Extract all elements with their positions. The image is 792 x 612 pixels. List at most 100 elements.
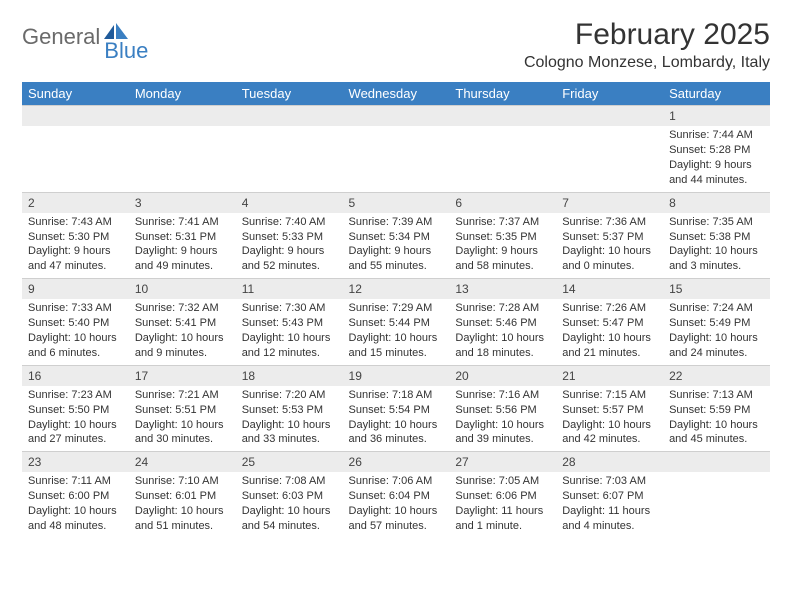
daylight-line1: Daylight: 10 hours [349, 331, 444, 346]
daylight-line1: Daylight: 10 hours [242, 504, 337, 519]
day-body: Sunrise: 7:15 AMSunset: 5:57 PMDaylight:… [556, 386, 663, 451]
daylight-line1: Daylight: 10 hours [349, 504, 444, 519]
day-number: 3 [129, 192, 236, 213]
day-number: 15 [663, 278, 770, 299]
calendar-week-row: 9Sunrise: 7:33 AMSunset: 5:40 PMDaylight… [22, 278, 770, 365]
day-body: Sunrise: 7:13 AMSunset: 5:59 PMDaylight:… [663, 386, 770, 451]
daylight-line2: and 0 minutes. [562, 259, 657, 274]
daylight-line2: and 49 minutes. [135, 259, 230, 274]
sunset-text: Sunset: 5:54 PM [349, 403, 444, 418]
day-body: Sunrise: 7:28 AMSunset: 5:46 PMDaylight:… [449, 299, 556, 364]
day-number: 20 [449, 365, 556, 386]
sunset-text: Sunset: 5:46 PM [455, 316, 550, 331]
sunrise-text: Sunrise: 7:39 AM [349, 215, 444, 230]
day-body: Sunrise: 7:26 AMSunset: 5:47 PMDaylight:… [556, 299, 663, 364]
sunrise-text: Sunrise: 7:44 AM [669, 128, 764, 143]
day-body: Sunrise: 7:11 AMSunset: 6:00 PMDaylight:… [22, 472, 129, 537]
sunset-text: Sunset: 5:53 PM [242, 403, 337, 418]
daylight-line2: and 57 minutes. [349, 519, 444, 534]
daylight-line1: Daylight: 11 hours [455, 504, 550, 519]
sunrise-text: Sunrise: 7:06 AM [349, 474, 444, 489]
sunrise-text: Sunrise: 7:08 AM [242, 474, 337, 489]
calendar-day-cell: 18Sunrise: 7:20 AMSunset: 5:53 PMDayligh… [236, 365, 343, 452]
day-number: 5 [343, 192, 450, 213]
day-header: Wednesday [343, 82, 450, 105]
daylight-line1: Daylight: 10 hours [669, 418, 764, 433]
sunset-text: Sunset: 5:57 PM [562, 403, 657, 418]
daylight-line1: Daylight: 10 hours [562, 331, 657, 346]
daylight-line1: Daylight: 10 hours [562, 244, 657, 259]
day-number: 19 [343, 365, 450, 386]
day-body: Sunrise: 7:40 AMSunset: 5:33 PMDaylight:… [236, 213, 343, 278]
day-number: 8 [663, 192, 770, 213]
sunset-text: Sunset: 5:59 PM [669, 403, 764, 418]
title-block: February 2025 Cologno Monzese, Lombardy,… [524, 18, 770, 72]
daylight-line1: Daylight: 10 hours [562, 418, 657, 433]
calendar-day-cell: 14Sunrise: 7:26 AMSunset: 5:47 PMDayligh… [556, 278, 663, 365]
calendar-day-cell: 13Sunrise: 7:28 AMSunset: 5:46 PMDayligh… [449, 278, 556, 365]
calendar-day-cell [22, 105, 129, 192]
day-number: 16 [22, 365, 129, 386]
sunrise-text: Sunrise: 7:13 AM [669, 388, 764, 403]
sunset-text: Sunset: 6:03 PM [242, 489, 337, 504]
daylight-line1: Daylight: 9 hours [135, 244, 230, 259]
calendar-day-cell: 28Sunrise: 7:03 AMSunset: 6:07 PMDayligh… [556, 451, 663, 538]
daylight-line1: Daylight: 10 hours [28, 418, 123, 433]
day-number: 14 [556, 278, 663, 299]
day-number: 18 [236, 365, 343, 386]
calendar-day-cell: 20Sunrise: 7:16 AMSunset: 5:56 PMDayligh… [449, 365, 556, 452]
sunset-text: Sunset: 5:35 PM [455, 230, 550, 245]
month-title: February 2025 [524, 18, 770, 52]
calendar-day-cell: 4Sunrise: 7:40 AMSunset: 5:33 PMDaylight… [236, 192, 343, 279]
daylight-line2: and 48 minutes. [28, 519, 123, 534]
day-body: Sunrise: 7:10 AMSunset: 6:01 PMDaylight:… [129, 472, 236, 537]
daylight-line2: and 55 minutes. [349, 259, 444, 274]
sunrise-text: Sunrise: 7:15 AM [562, 388, 657, 403]
day-number: 11 [236, 278, 343, 299]
calendar-day-cell: 17Sunrise: 7:21 AMSunset: 5:51 PMDayligh… [129, 365, 236, 452]
day-body: Sunrise: 7:05 AMSunset: 6:06 PMDaylight:… [449, 472, 556, 537]
calendar-day-cell [129, 105, 236, 192]
day-header: Monday [129, 82, 236, 105]
day-number: 22 [663, 365, 770, 386]
sunrise-text: Sunrise: 7:03 AM [562, 474, 657, 489]
calendar-day-cell: 16Sunrise: 7:23 AMSunset: 5:50 PMDayligh… [22, 365, 129, 452]
sunset-text: Sunset: 5:56 PM [455, 403, 550, 418]
sunrise-text: Sunrise: 7:10 AM [135, 474, 230, 489]
day-body: Sunrise: 7:08 AMSunset: 6:03 PMDaylight:… [236, 472, 343, 537]
sunset-text: Sunset: 5:40 PM [28, 316, 123, 331]
daylight-line1: Daylight: 9 hours [349, 244, 444, 259]
day-number-empty [663, 451, 770, 472]
sunset-text: Sunset: 5:34 PM [349, 230, 444, 245]
day-number-empty [236, 105, 343, 126]
calendar-day-cell: 15Sunrise: 7:24 AMSunset: 5:49 PMDayligh… [663, 278, 770, 365]
calendar-table: Sunday Monday Tuesday Wednesday Thursday… [22, 82, 770, 538]
daylight-line2: and 52 minutes. [242, 259, 337, 274]
day-header: Thursday [449, 82, 556, 105]
sunrise-text: Sunrise: 7:20 AM [242, 388, 337, 403]
calendar-day-cell: 19Sunrise: 7:18 AMSunset: 5:54 PMDayligh… [343, 365, 450, 452]
day-body: Sunrise: 7:39 AMSunset: 5:34 PMDaylight:… [343, 213, 450, 278]
sunrise-text: Sunrise: 7:40 AM [242, 215, 337, 230]
sunset-text: Sunset: 5:28 PM [669, 143, 764, 158]
calendar-day-cell: 22Sunrise: 7:13 AMSunset: 5:59 PMDayligh… [663, 365, 770, 452]
daylight-line1: Daylight: 9 hours [242, 244, 337, 259]
daylight-line2: and 15 minutes. [349, 346, 444, 361]
daylight-line1: Daylight: 10 hours [28, 331, 123, 346]
calendar-day-cell [343, 105, 450, 192]
daylight-line2: and 54 minutes. [242, 519, 337, 534]
day-number: 17 [129, 365, 236, 386]
daylight-line1: Daylight: 9 hours [455, 244, 550, 259]
day-number-empty [129, 105, 236, 126]
sunrise-text: Sunrise: 7:18 AM [349, 388, 444, 403]
daylight-line2: and 44 minutes. [669, 173, 764, 188]
daylight-line1: Daylight: 10 hours [455, 331, 550, 346]
sunrise-text: Sunrise: 7:16 AM [455, 388, 550, 403]
sunrise-text: Sunrise: 7:11 AM [28, 474, 123, 489]
day-number-empty [22, 105, 129, 126]
daylight-line1: Daylight: 10 hours [242, 331, 337, 346]
calendar-day-cell: 8Sunrise: 7:35 AMSunset: 5:38 PMDaylight… [663, 192, 770, 279]
sunrise-text: Sunrise: 7:28 AM [455, 301, 550, 316]
calendar-day-cell: 25Sunrise: 7:08 AMSunset: 6:03 PMDayligh… [236, 451, 343, 538]
location: Cologno Monzese, Lombardy, Italy [524, 54, 770, 72]
